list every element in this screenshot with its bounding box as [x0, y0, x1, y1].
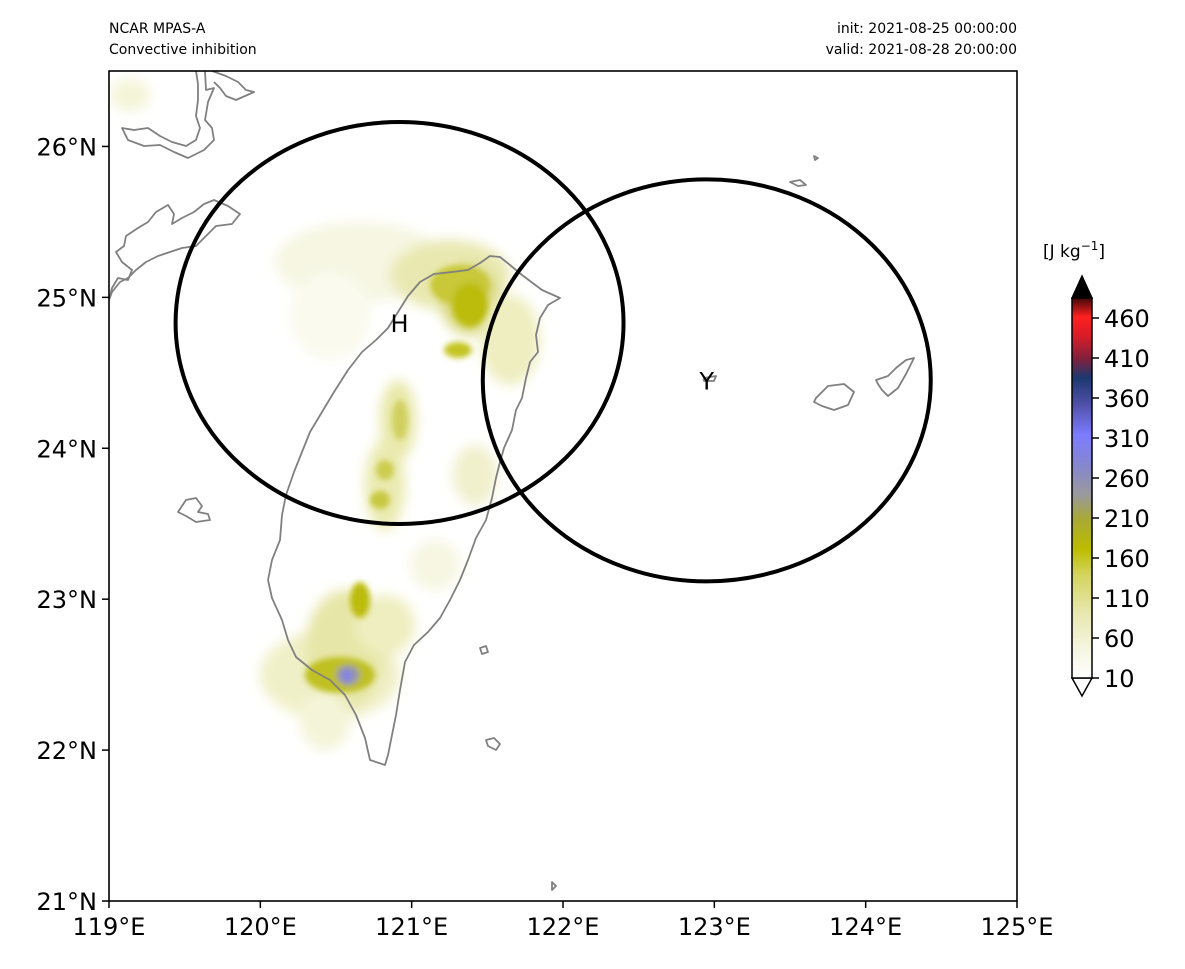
colorbar-tick-label: 10 [1104, 665, 1135, 693]
colorbar-tick-label: 360 [1104, 385, 1150, 413]
colorbar-min-extend [1070, 677, 1094, 698]
x-tick-label: 120°E [224, 913, 297, 941]
x-tick-label: 122°E [527, 913, 600, 941]
china-coastline [109, 71, 255, 301]
colorbar-tick-label: 460 [1104, 305, 1150, 333]
small-islet-2 [813, 155, 819, 161]
colorbar-tick-label: 260 [1104, 465, 1150, 493]
y-tick-label: 25°N [37, 284, 98, 312]
colorbar-tick-label: 160 [1104, 545, 1150, 573]
y-tick-label: 21°N [37, 888, 98, 916]
colorbar-units: [J kg−1] [1043, 239, 1105, 262]
small-islet-1 [789, 179, 807, 187]
iriomote-island [813, 383, 855, 411]
y-tick-label: 26°N [37, 133, 98, 161]
colorbar-ticks: 10 60 110 160 210 260 310 360 410 460 [1092, 305, 1150, 693]
orchid-island [485, 737, 501, 751]
x-tick-label: 125°E [981, 913, 1054, 941]
valid-time: valid: 2021-08-28 20:00:00 [826, 42, 1017, 58]
x-tick-label: 119°E [73, 913, 146, 941]
colorbar-tick-label: 210 [1104, 505, 1150, 533]
small-islet-3 [551, 881, 557, 891]
colorbar-tick-label: 60 [1104, 625, 1135, 653]
marker-label-y: Y [698, 367, 714, 395]
y-tick-label: 22°N [37, 737, 98, 765]
marker-label-h: H [391, 310, 409, 338]
yonaguni-island [703, 375, 717, 382]
colorbar-tick-label: 310 [1104, 425, 1150, 453]
colorbar-tick-label: 410 [1104, 345, 1150, 373]
circle-h [173, 120, 626, 527]
field-name: Convective inhibition [109, 42, 257, 58]
x-tick-label: 121°E [375, 913, 448, 941]
track-circles [173, 120, 933, 584]
y-tick-label: 24°N [37, 435, 98, 463]
map-area: H Y [109, 71, 1017, 901]
y-tick-label: 23°N [37, 586, 98, 614]
colorbar-tick-label: 110 [1104, 585, 1150, 613]
x-tick-label: 123°E [678, 913, 751, 941]
model-name: NCAR MPAS-A [109, 21, 206, 37]
coastlines [109, 71, 915, 891]
colorbar-max-extend [1070, 274, 1094, 299]
colorbar-bar [1071, 297, 1093, 679]
cin-shading [110, 79, 540, 750]
ishigaki-island [875, 357, 915, 397]
x-tick-label: 124°E [829, 913, 902, 941]
y-axis: 21°N 22°N 23°N 24°N 25°N 26°N [37, 133, 109, 916]
circle-y [480, 177, 933, 584]
colorbar: [J kg−1] 10 60 110 160 210 260 310 360 410 460 [1043, 239, 1150, 698]
green-island [479, 645, 489, 655]
init-time: init: 2021-08-25 00:00:00 [837, 21, 1017, 37]
x-axis: 119°E 120°E 121°E 122°E 123°E 124°E 125°E [73, 901, 1054, 941]
taiwan-coastline [267, 255, 561, 766]
penghu-islands [177, 497, 211, 523]
